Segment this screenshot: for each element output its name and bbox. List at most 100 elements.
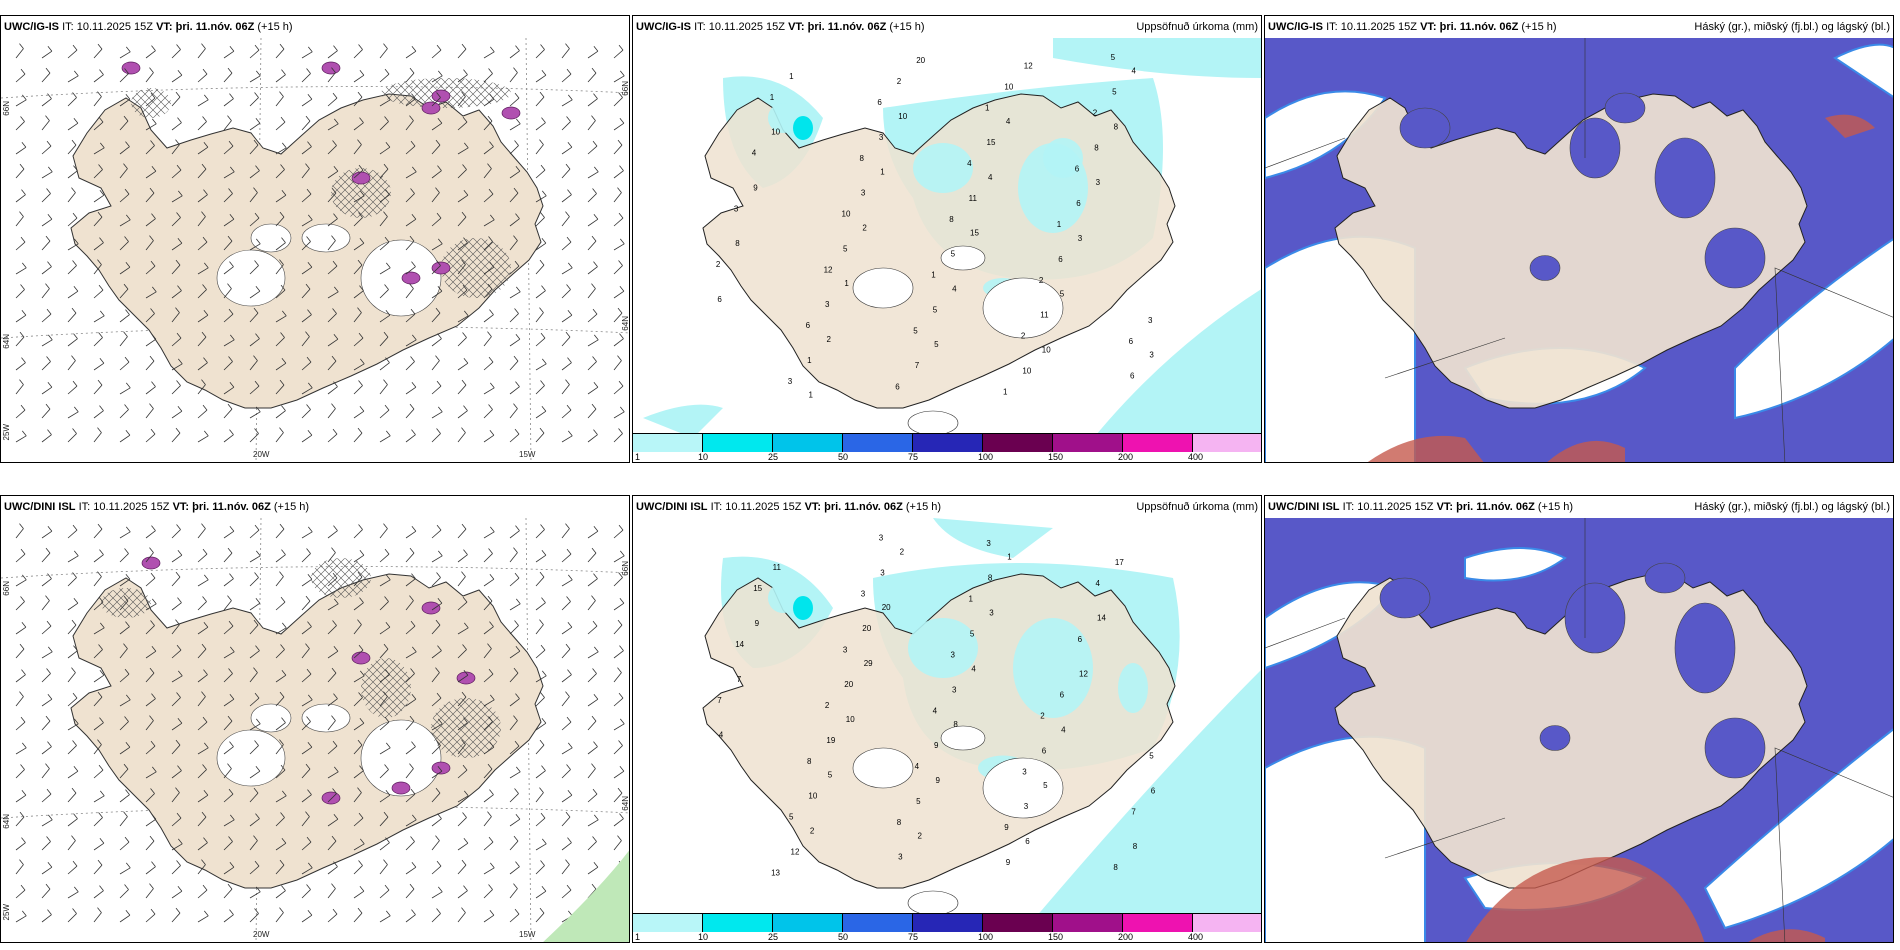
colorbar-swatch bbox=[843, 914, 913, 932]
precip-value: 3 bbox=[989, 609, 994, 618]
model-name: UWC/IG-IS bbox=[1268, 21, 1323, 33]
precip-blob bbox=[321, 791, 341, 805]
precip-value: 4 bbox=[1061, 725, 1066, 734]
cloud-over-land bbox=[1704, 227, 1766, 289]
model-grid-lines bbox=[1265, 518, 1893, 942]
valid-time: þri. 11.nóv. 06Z bbox=[192, 501, 271, 513]
cloud-over-land bbox=[1604, 92, 1646, 124]
model-grid-lines bbox=[1265, 38, 1893, 462]
colorbar-swatch bbox=[1053, 914, 1123, 932]
precip-value: 12 bbox=[824, 265, 833, 274]
clear-sky-area bbox=[1833, 43, 1893, 98]
precip-value: 10 bbox=[1022, 367, 1031, 376]
precip-value: 3 bbox=[898, 853, 903, 862]
cloud-over-land bbox=[1569, 117, 1621, 179]
hatched-area bbox=[131, 88, 171, 118]
colorbar-swatch bbox=[983, 914, 1053, 932]
precip-blob bbox=[421, 601, 441, 615]
wind-barbs bbox=[15, 523, 625, 923]
terrain-patch bbox=[216, 249, 286, 307]
terrain-patch bbox=[216, 729, 286, 787]
precip-area bbox=[1043, 138, 1083, 178]
colorbar-tick-label: 75 bbox=[908, 932, 919, 942]
precip-value: 1 bbox=[809, 391, 814, 400]
field-title: Uppsöfnuð úrkoma (mm) bbox=[1136, 21, 1258, 33]
precip-value: 6 bbox=[1042, 746, 1047, 755]
precip-value: 13 bbox=[771, 868, 780, 877]
glacier-patch bbox=[982, 277, 1064, 339]
precip-value: 5 bbox=[1111, 53, 1116, 62]
heavy-precip-area bbox=[793, 596, 813, 620]
lon-label-15w: 15W bbox=[519, 930, 536, 939]
precip-value: 6 bbox=[806, 321, 811, 330]
precip-value: 7 bbox=[717, 696, 722, 705]
lead-time-unit: h) bbox=[282, 21, 293, 33]
precip-value: 7 bbox=[1131, 807, 1136, 816]
precip-area bbox=[908, 618, 978, 678]
precip-blob bbox=[501, 106, 521, 120]
valid-time: þri. 11.nóv. 06Z bbox=[807, 21, 887, 33]
precip-value: 1 bbox=[931, 271, 936, 280]
precip-blob bbox=[421, 101, 441, 115]
panel-header: UWC/IG-IS IT: 10.11.2025 15Z VT: þri. 11… bbox=[1, 16, 629, 38]
precip-value: 5 bbox=[1060, 290, 1065, 299]
precip-value: 4 bbox=[971, 664, 976, 673]
colorbar-swatch bbox=[1193, 434, 1261, 452]
precip-value: 14 bbox=[1097, 614, 1106, 623]
precip-value: 1 bbox=[789, 72, 794, 81]
precip-value: 2 bbox=[1093, 109, 1098, 118]
colorbar-tick-label: 100 bbox=[978, 452, 994, 462]
precip-value: 3 bbox=[861, 189, 866, 198]
precip-blob bbox=[431, 761, 451, 775]
colorbar-swatch bbox=[1123, 434, 1193, 452]
terrain-patch bbox=[301, 703, 351, 733]
panel-header: UWC/IG-IS IT: 10.11.2025 15Z VT: þri. 11… bbox=[633, 16, 1261, 38]
precip-value: 3 bbox=[951, 651, 956, 660]
precip-blob bbox=[431, 261, 451, 275]
colorbar-swatch bbox=[843, 434, 913, 452]
colorbar-tick-label: 1 bbox=[635, 452, 641, 462]
model-name: UWC/IG-IS bbox=[636, 21, 691, 33]
precip-value: 9 bbox=[755, 619, 760, 628]
colorbar-tick-label: 10 bbox=[698, 452, 709, 462]
low-cloud-area bbox=[1466, 857, 1705, 942]
precip-value: 8 bbox=[1133, 842, 1138, 851]
terrain-patch bbox=[250, 703, 292, 733]
precip-value: 4 bbox=[1132, 67, 1137, 76]
precip-value: 1 bbox=[844, 279, 849, 288]
valid-time-label: VT: bbox=[1436, 501, 1454, 513]
precip-value: 8 bbox=[860, 154, 865, 163]
cloud-over-land bbox=[1674, 602, 1736, 694]
precip-value: 4 bbox=[752, 149, 757, 158]
precip-value: 6 bbox=[1151, 786, 1156, 795]
glacier-patch bbox=[852, 267, 914, 309]
map-canvas bbox=[1, 38, 629, 462]
precip-value: 17 bbox=[1115, 558, 1124, 567]
colorbar-swatch bbox=[1053, 434, 1123, 452]
cloud-over-land bbox=[1654, 137, 1716, 219]
precip-value: 5 bbox=[828, 771, 833, 780]
field-title: Uppsöfnuð úrkoma (mm) bbox=[1136, 501, 1258, 513]
panel-header: UWC/DINI ISL IT: 10.11.2025 15Z VT: þri.… bbox=[633, 496, 1261, 518]
wind-barbs bbox=[15, 43, 625, 443]
precip-blob bbox=[456, 671, 476, 685]
precip-value: 5 bbox=[843, 244, 848, 253]
lead-time: (+15 h) bbox=[905, 501, 942, 513]
precip-blob bbox=[141, 556, 161, 570]
precip-value: 8 bbox=[988, 574, 993, 583]
glacier-patch bbox=[982, 757, 1064, 819]
init-time-label: IT: bbox=[710, 501, 723, 513]
precip-value: 2 bbox=[862, 223, 867, 232]
precip-value: 2 bbox=[825, 701, 830, 710]
precip-value: 6 bbox=[1025, 837, 1030, 846]
precip-area bbox=[768, 103, 798, 133]
lat-label-66n-right: 66N bbox=[621, 561, 630, 576]
precip-blob bbox=[121, 61, 141, 75]
init-time: 10.11.2025 15Z bbox=[93, 501, 170, 513]
precip-value: 9 bbox=[1004, 823, 1009, 832]
precip-blob bbox=[391, 781, 411, 795]
precip-value: 2 bbox=[897, 77, 902, 86]
precip-value: 9 bbox=[936, 776, 941, 785]
precip-value: 3 bbox=[1022, 767, 1027, 776]
precip-value-labels: 2510292022984316541214178647911121019202… bbox=[717, 534, 1156, 878]
